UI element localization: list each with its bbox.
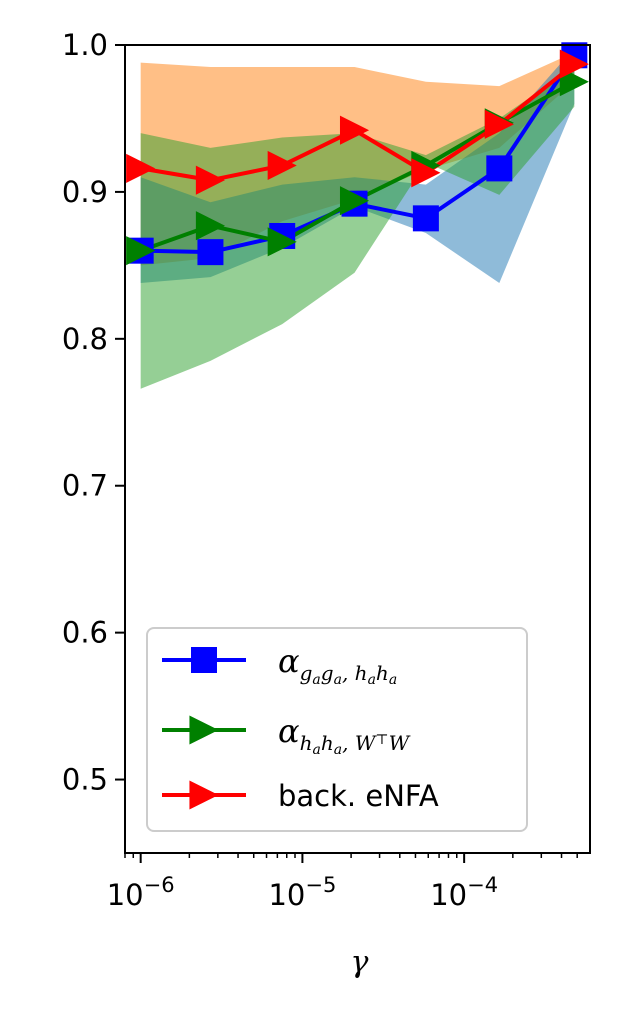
point-series-2-3 [339, 115, 370, 145]
point-series-2-0 [126, 153, 156, 183]
legend-marker-2 [189, 780, 219, 810]
point-series-1-3 [339, 186, 370, 216]
point-series-1-0 [126, 236, 156, 266]
point-series-0-1 [197, 239, 224, 266]
point-series-2-5 [484, 109, 514, 139]
y-axis-ticks: 0.5 0.6 0.7 0.8 0.9 1.0 [62, 28, 125, 797]
point-series-2-4 [411, 158, 441, 188]
legend-marker-1 [189, 715, 219, 745]
y-tick-label-0: 0.5 [62, 763, 108, 797]
point-series-2-6 [559, 49, 589, 79]
y-tick-label-1: 0.6 [62, 616, 108, 650]
legend-marker-0 [191, 647, 217, 673]
confidence-bands [140, 47, 575, 389]
legend-label-1: αhaha, W⊤W [278, 712, 411, 758]
series-markers [126, 42, 589, 266]
legend-label-2: back. eNFA [278, 779, 439, 813]
plot-frame [124, 44, 591, 854]
legend-box [146, 627, 528, 832]
x-tick-label-0: 10−6 [107, 873, 175, 912]
point-series-0-5 [486, 155, 513, 182]
legend-label-0: αgaga, haha [278, 642, 397, 688]
y-tick-label-5: 1.0 [62, 28, 108, 62]
x-tick-label-2: 10−4 [430, 873, 498, 912]
point-series-1-2 [267, 227, 297, 257]
point-series-0-4 [412, 205, 439, 232]
point-series-1-1 [195, 211, 226, 241]
point-series-2-2 [267, 150, 297, 181]
y-tick-label-2: 0.7 [62, 469, 108, 503]
x-axis-label: γ [351, 945, 369, 980]
point-series-2-1 [195, 165, 226, 195]
x-axis-ticks: 10−6 10−5 10−4 [107, 853, 578, 912]
legend: αgaga, haha αhaha, W⊤W back. eNFA [146, 627, 528, 832]
x-tick-label-1: 10−5 [268, 873, 336, 912]
y-tick-label-3: 0.8 [62, 322, 108, 356]
y-tick-label-4: 0.9 [62, 175, 108, 209]
